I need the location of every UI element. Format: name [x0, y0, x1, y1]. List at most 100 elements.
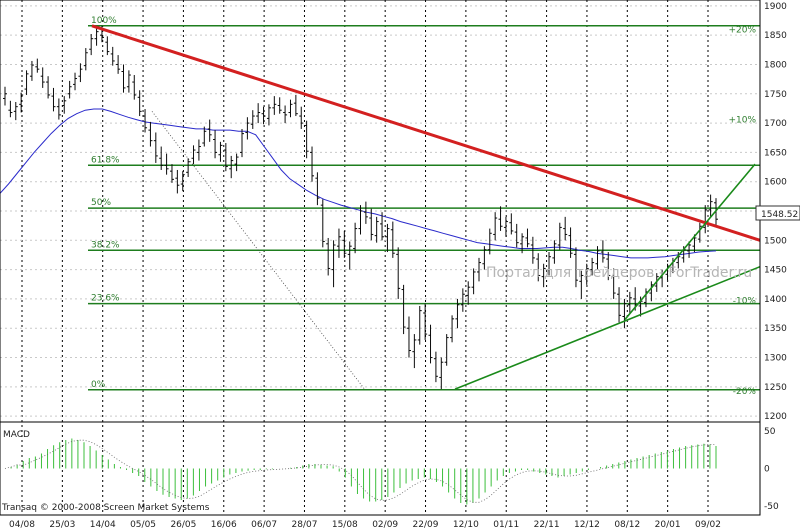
price-bar [110, 46, 115, 66]
price-bar [143, 109, 148, 133]
percent-label: -20% [733, 387, 757, 397]
price-bar [617, 287, 622, 323]
price-bar [563, 216, 568, 241]
price-bar [315, 172, 320, 206]
price-bar [218, 141, 223, 162]
y-tick-label: 1350 [764, 324, 787, 334]
price-bar [380, 212, 385, 241]
price-bar [590, 257, 595, 276]
price-bar [353, 222, 358, 254]
price-bar [19, 92, 24, 113]
price-bar [595, 246, 600, 270]
fib-level-label: 0% [91, 380, 106, 390]
price-bar [697, 222, 702, 243]
price-bar [94, 26, 99, 46]
price-bar [514, 223, 519, 248]
price-bar [272, 96, 277, 115]
price-bar [471, 268, 476, 295]
price-bar [385, 223, 390, 253]
price-bar [83, 48, 88, 71]
macd-y-tick-label: 50 [764, 427, 776, 437]
price-bar [627, 291, 632, 313]
price-bar [277, 97, 282, 114]
x-tick-label: 28/07 [292, 520, 318, 530]
price-bar [369, 208, 374, 241]
price-bar [320, 199, 325, 248]
x-tick-label: 14/04 [90, 520, 116, 530]
x-axis-ticks: 04/08 25/03 14/04 05/05 26/05 16/06 06/07 28/07… [9, 520, 721, 530]
current-price-box [755, 205, 800, 221]
price-bar [250, 110, 255, 129]
price-bar [126, 70, 131, 93]
price-bar [444, 334, 449, 366]
price-bar [164, 153, 169, 175]
price-bar [229, 155, 234, 179]
price-bar [417, 305, 422, 345]
price-bar [261, 106, 266, 125]
price-bar [196, 139, 201, 161]
price-bar [304, 120, 309, 159]
price-bar [336, 228, 341, 258]
price-bar [256, 103, 261, 124]
y-tick-label: 1850 [764, 31, 787, 41]
y-tick-label: 1200 [764, 412, 787, 422]
price-bar [153, 132, 158, 163]
macd-y-tick-label: 0 [764, 465, 770, 475]
y-tick-label: 1900 [764, 2, 787, 12]
price-bar [374, 216, 379, 243]
y-tick-label: 1400 [764, 295, 787, 305]
x-tick-label: 16/06 [211, 520, 237, 530]
x-tick-label: 09/02 [695, 520, 721, 530]
price-bar [180, 171, 185, 192]
horizontal-grid [0, 5, 760, 417]
price-bar [67, 80, 72, 99]
price-bar [245, 117, 250, 140]
fib-levels: 100% 61.8% 50% 38.2% 23.6% 0% [88, 16, 760, 391]
price-bar [503, 216, 508, 237]
price-bar [552, 240, 557, 264]
x-tick-label: 12/12 [574, 520, 600, 530]
x-tick-label: 26/05 [170, 520, 196, 530]
price-bar [606, 252, 611, 281]
price-bar [557, 222, 562, 250]
price-bar [423, 303, 428, 340]
price-bar [412, 334, 417, 369]
support-trendline-lower [454, 265, 761, 390]
x-tick-label: 22/11 [534, 520, 560, 530]
price-bar [137, 90, 142, 117]
percent-labels: +20% +10% -10% -20% [728, 25, 756, 397]
watermark-text: Портал для трейдеров - ForTrader.ru [486, 265, 752, 281]
price-bar [547, 252, 552, 276]
price-bar [342, 230, 347, 258]
price-bar [24, 70, 29, 95]
price-bar [687, 241, 692, 258]
price-bar [331, 240, 336, 288]
price-bar [46, 76, 51, 99]
percent-label: +10% [728, 116, 756, 126]
price-bar [530, 236, 535, 264]
price-bar [73, 72, 78, 91]
fib-level-label: 50% [91, 198, 111, 208]
price-bar [234, 153, 239, 172]
price-bar [169, 164, 174, 183]
price-bar [536, 253, 541, 282]
price-bar [293, 94, 298, 117]
price-bar [460, 288, 465, 312]
macd-frame [0, 421, 761, 516]
price-bar [622, 298, 627, 329]
price-bar [51, 87, 56, 112]
price-bar [708, 194, 713, 217]
price-bar [439, 357, 444, 390]
price-bar [223, 143, 228, 172]
x-tick-label: 22/09 [413, 520, 439, 530]
price-bar [428, 324, 433, 364]
price-bar [35, 58, 40, 73]
price-bar [8, 100, 13, 118]
trend-lines [91, 24, 761, 391]
fib-level-label: 100% [91, 16, 117, 26]
price-bar [186, 158, 191, 178]
percent-label: -10% [733, 297, 757, 307]
price-bar [493, 212, 498, 241]
price-bars [3, 25, 718, 390]
fib-level-label: 23.6% [91, 294, 120, 304]
